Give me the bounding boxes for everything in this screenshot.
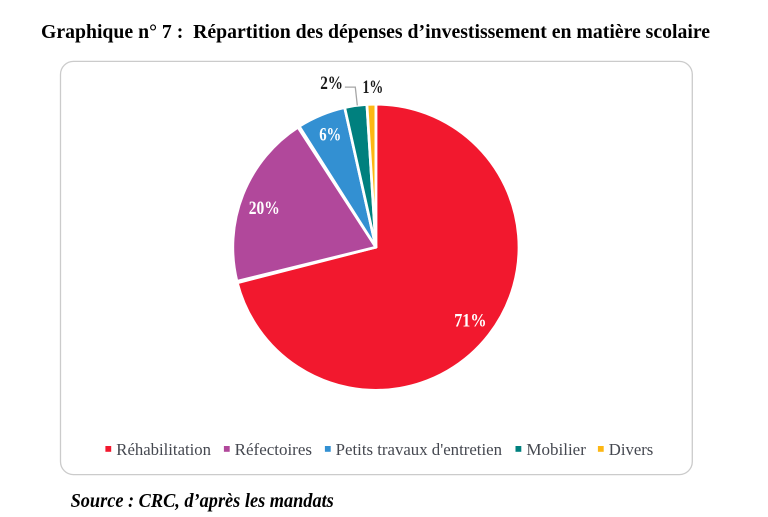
svg-text:Source : CRC, d’après les mand: Source : CRC, d’après les mandats [71, 490, 334, 512]
svg-text:Mobilier: Mobilier [526, 440, 586, 459]
svg-text:1%: 1% [363, 77, 384, 98]
svg-text:Réhabilitation: Réhabilitation [116, 440, 211, 459]
svg-text:Graphique n° 7 : Répartition: Graphique n° 7 : Répartition des dépense… [41, 21, 710, 43]
svg-text:Réfectoires: Réfectoires [235, 440, 312, 459]
svg-text:2%: 2% [320, 73, 343, 94]
svg-text:6%: 6% [319, 125, 341, 146]
svg-text:Divers: Divers [609, 440, 654, 459]
svg-text:20%: 20% [249, 198, 280, 219]
svg-text:71%: 71% [454, 311, 486, 332]
svg-text:Petits travaux d'entretien: Petits travaux d'entretien [336, 440, 502, 459]
